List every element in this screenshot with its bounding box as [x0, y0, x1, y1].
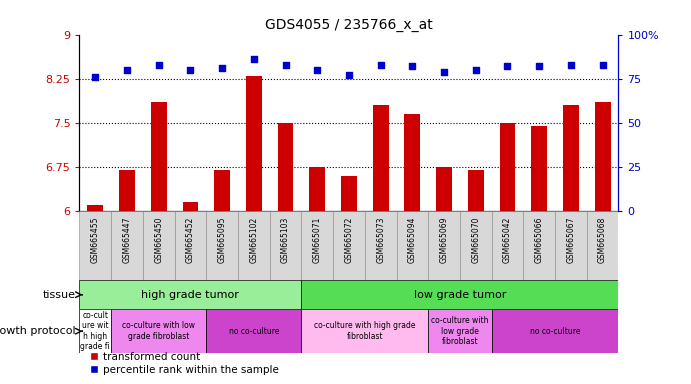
Bar: [301, 280, 618, 309]
Point: [565, 61, 576, 68]
Text: GSM665071: GSM665071: [313, 217, 322, 263]
Bar: [87, 205, 103, 211]
Bar: [301, 309, 428, 353]
Bar: [79, 280, 301, 309]
Bar: [595, 102, 611, 211]
Text: GSM665042: GSM665042: [503, 217, 512, 263]
Bar: [341, 176, 357, 211]
Title: GDS4055 / 235766_x_at: GDS4055 / 235766_x_at: [265, 18, 433, 32]
Bar: [278, 123, 294, 211]
Text: low grade tumor: low grade tumor: [414, 290, 506, 300]
Bar: [523, 211, 555, 280]
Point: [439, 69, 450, 75]
Bar: [207, 309, 301, 353]
Point: [375, 61, 386, 68]
Bar: [555, 211, 587, 280]
Text: GSM665068: GSM665068: [598, 217, 607, 263]
Bar: [468, 170, 484, 211]
Text: GSM665450: GSM665450: [154, 217, 163, 263]
Text: GSM665102: GSM665102: [249, 217, 258, 263]
Bar: [175, 211, 207, 280]
Point: [153, 61, 164, 68]
Bar: [500, 123, 515, 211]
Text: GSM665066: GSM665066: [535, 217, 544, 263]
Text: GSM665447: GSM665447: [122, 217, 131, 263]
Bar: [182, 202, 198, 211]
Bar: [119, 170, 135, 211]
Point: [471, 67, 482, 73]
Bar: [397, 211, 428, 280]
Text: GSM665069: GSM665069: [439, 217, 448, 263]
Text: GSM665094: GSM665094: [408, 217, 417, 263]
Point: [533, 63, 545, 70]
Text: GSM665095: GSM665095: [218, 217, 227, 263]
Bar: [214, 170, 230, 211]
Bar: [143, 211, 175, 280]
Bar: [372, 105, 388, 211]
Text: GSM665103: GSM665103: [281, 217, 290, 263]
Bar: [491, 211, 523, 280]
Point: [248, 56, 259, 62]
Text: tissue: tissue: [43, 290, 76, 300]
Text: no co-culture: no co-culture: [530, 327, 580, 336]
Point: [122, 67, 133, 73]
Bar: [491, 309, 618, 353]
Bar: [563, 105, 579, 211]
Bar: [587, 211, 618, 280]
Bar: [436, 167, 452, 211]
Text: co-culture with
low grade
fibroblast: co-culture with low grade fibroblast: [431, 316, 489, 346]
Text: co-cult
ure wit
h high
grade fi: co-cult ure wit h high grade fi: [80, 311, 110, 351]
Bar: [460, 211, 491, 280]
Bar: [269, 211, 301, 280]
Point: [90, 74, 101, 80]
Text: GSM665070: GSM665070: [471, 217, 480, 263]
Legend: transformed count, percentile rank within the sample: transformed count, percentile rank withi…: [85, 348, 283, 379]
Text: GSM665067: GSM665067: [567, 217, 576, 263]
Bar: [238, 211, 269, 280]
Text: GSM665073: GSM665073: [376, 217, 385, 263]
Point: [216, 65, 227, 71]
Point: [407, 63, 418, 70]
Bar: [365, 211, 397, 280]
Text: growth protocol: growth protocol: [0, 326, 76, 336]
Text: GSM665452: GSM665452: [186, 217, 195, 263]
Bar: [79, 211, 111, 280]
Point: [502, 63, 513, 70]
Bar: [404, 114, 420, 211]
Bar: [207, 211, 238, 280]
Bar: [111, 309, 207, 353]
Text: high grade tumor: high grade tumor: [142, 290, 239, 300]
Text: co-culture with high grade
fibroblast: co-culture with high grade fibroblast: [314, 321, 415, 341]
Bar: [428, 309, 491, 353]
Text: GSM665072: GSM665072: [344, 217, 354, 263]
Bar: [79, 309, 111, 353]
Point: [280, 61, 291, 68]
Bar: [333, 211, 365, 280]
Point: [185, 67, 196, 73]
Text: no co-culture: no co-culture: [229, 327, 279, 336]
Text: GSM665455: GSM665455: [91, 217, 100, 263]
Bar: [246, 76, 262, 211]
Bar: [531, 126, 547, 211]
Bar: [428, 211, 460, 280]
Text: co-culture with low
grade fibroblast: co-culture with low grade fibroblast: [122, 321, 196, 341]
Bar: [151, 102, 167, 211]
Point: [597, 61, 608, 68]
Bar: [111, 211, 143, 280]
Point: [312, 67, 323, 73]
Bar: [301, 211, 333, 280]
Point: [343, 72, 354, 78]
Bar: [310, 167, 325, 211]
